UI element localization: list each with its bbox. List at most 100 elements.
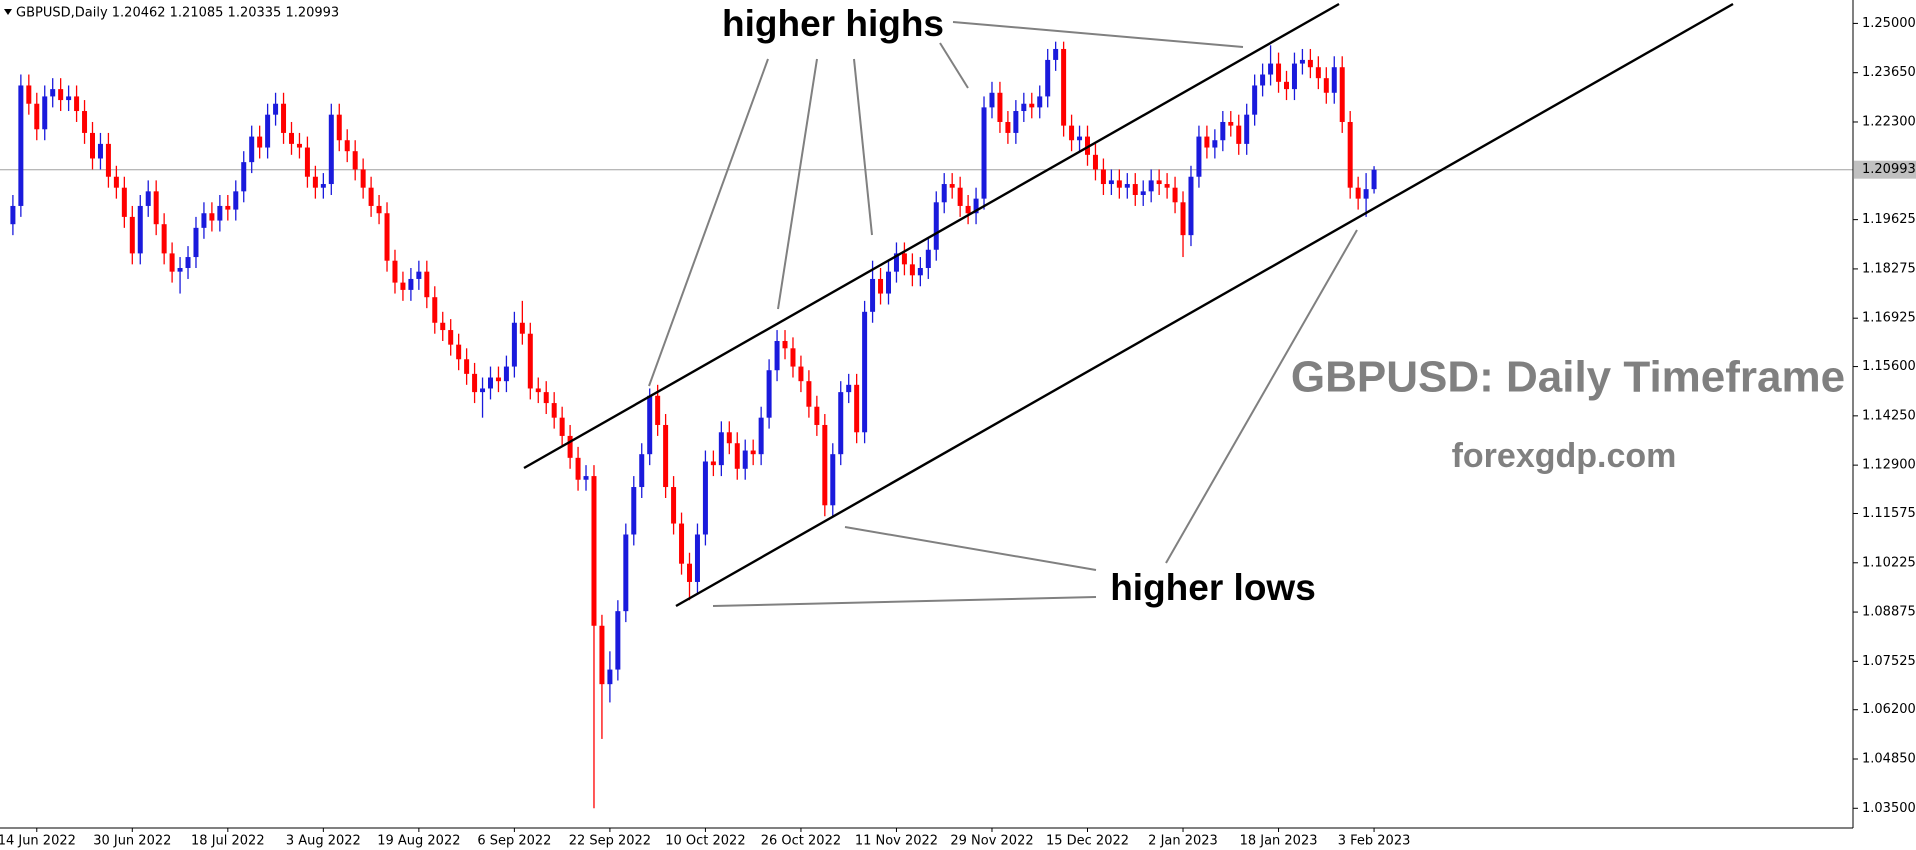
candle-body (352, 151, 358, 170)
candle-body (1307, 59, 1313, 68)
x-tick-label: 14 Jun 2022 (0, 834, 76, 849)
candle-body (336, 114, 342, 141)
candle-body (846, 384, 852, 393)
candle-body (615, 611, 621, 670)
candle-body (909, 264, 915, 276)
candle-body (1132, 184, 1138, 195)
y-tick-label: 1.16925 (1862, 311, 1916, 326)
candle-body (1085, 136, 1090, 155)
candle-body (1196, 136, 1202, 177)
candle-body (1140, 191, 1146, 195)
candle-body (631, 487, 637, 535)
candle-body (734, 443, 740, 469)
watermark-title: GBPUSD: Daily Timeframe (1291, 353, 1845, 402)
candle-body (257, 136, 263, 148)
candle-body (265, 114, 271, 148)
candle-body (655, 395, 661, 425)
candle-body (798, 366, 804, 382)
candle-body (312, 176, 318, 188)
x-tick-label: 6 Sep 2022 (477, 834, 551, 849)
x-tick-label: 18 Jan 2023 (1240, 834, 1318, 849)
candle-body (34, 103, 40, 130)
y-tick-label: 1.03500 (1862, 801, 1916, 816)
candle-body (281, 103, 287, 133)
annotation: higher highs (722, 3, 944, 44)
candle-body (607, 669, 613, 685)
candle-body (623, 534, 629, 612)
channel-lines (523, 2, 1734, 608)
candle-body (153, 191, 159, 225)
candle-body (472, 373, 478, 393)
candle-body (1347, 121, 1353, 188)
candle-body (535, 388, 541, 393)
candle-body (639, 454, 645, 488)
x-tick-label: 15 Dec 2022 (1046, 834, 1129, 849)
candle-body (193, 227, 199, 258)
y-tick-label: 1.19625 (1862, 212, 1916, 227)
candle-body (511, 322, 517, 367)
watermark-site: forexgdp.com (1452, 437, 1677, 475)
candle-body (105, 143, 111, 177)
candle-body (50, 89, 56, 97)
candle-body (18, 85, 24, 206)
candle-body (1291, 63, 1297, 90)
pointer-lines (648, 21, 1358, 607)
candle-body (806, 381, 812, 407)
candle-body (296, 143, 302, 148)
candle-body (551, 403, 557, 418)
candle-body (97, 143, 103, 159)
candle-body (854, 384, 860, 433)
candle-body (66, 96, 72, 101)
candle-body (400, 282, 406, 290)
candle-body (957, 187, 963, 206)
candle-body (495, 377, 501, 382)
candle-body (1339, 67, 1345, 122)
candle-body (702, 461, 708, 535)
candle-body (997, 92, 1003, 122)
candle-body (989, 92, 995, 108)
candle-body (273, 103, 279, 115)
candle-body (663, 424, 669, 488)
candle-body (82, 111, 88, 133)
x-tick-label: 26 Oct 2022 (761, 834, 841, 849)
candle-body (1284, 81, 1289, 90)
candle-body (225, 205, 231, 210)
candle-body (671, 487, 677, 524)
candle-body (1180, 202, 1186, 236)
candle-body (1188, 176, 1194, 236)
candle-body (1053, 48, 1059, 60)
candle-body (949, 184, 955, 188)
candle-body (1252, 85, 1258, 115)
candle-body (217, 205, 223, 221)
candle-body (376, 205, 382, 214)
candle-body (368, 187, 374, 206)
candle-body (710, 461, 716, 466)
candle-body (933, 202, 939, 250)
candle-body (1220, 121, 1226, 141)
y-tick-label: 1.15600 (1862, 359, 1916, 374)
candle-body (177, 268, 183, 272)
candle-body (209, 213, 215, 221)
candle-body (1164, 184, 1170, 188)
candle-body (1363, 189, 1369, 199)
candle-body (893, 253, 899, 272)
candle-body (1061, 48, 1067, 126)
candle-body (870, 278, 876, 312)
pointer-line (939, 42, 969, 89)
pointer-line (1165, 229, 1358, 564)
candle-body (1228, 121, 1234, 126)
candle-body (448, 330, 454, 345)
candle-body (249, 136, 255, 163)
candle-body (718, 432, 724, 466)
x-tick-label: 29 Nov 2022 (950, 834, 1033, 849)
candle-body (742, 450, 748, 469)
candle-body (862, 311, 868, 433)
candle-body (1037, 96, 1043, 108)
y-tick-label: 1.18275 (1862, 261, 1916, 276)
pointer-line (844, 526, 1097, 571)
candle-body (1315, 67, 1321, 79)
candle-body (432, 297, 438, 323)
y-tick-label: 1.06200 (1862, 702, 1916, 717)
